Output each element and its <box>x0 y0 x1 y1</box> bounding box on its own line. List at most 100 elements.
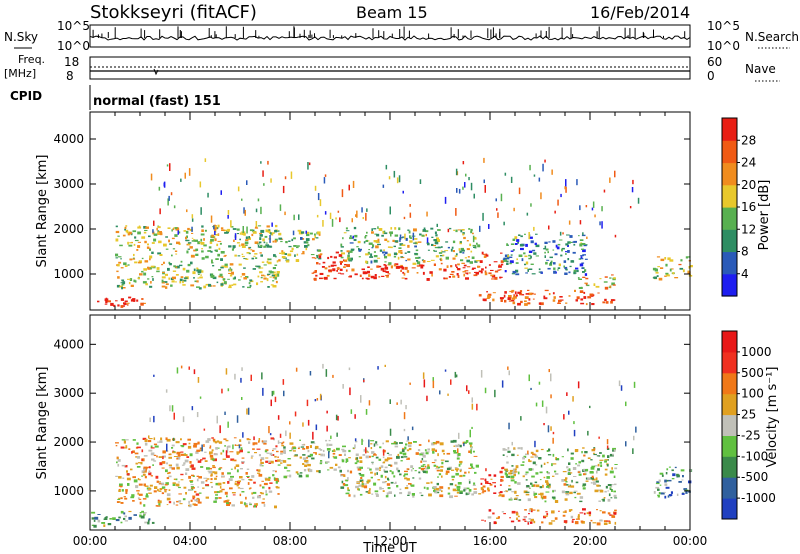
echo-cell <box>368 242 373 245</box>
echo-cell <box>498 495 500 497</box>
echo-cell <box>198 287 202 290</box>
echo-cell <box>97 519 101 523</box>
echo-cell <box>309 232 313 235</box>
echo-cell <box>516 454 519 456</box>
echo-cell <box>289 250 294 253</box>
echo-cell <box>309 371 312 376</box>
echo-cell <box>272 267 276 270</box>
echo-cell <box>156 455 158 458</box>
echo-cell <box>172 248 176 250</box>
echo-cell <box>523 252 526 255</box>
echo-cell <box>515 269 519 273</box>
echo-cell <box>241 367 243 371</box>
echo-cell <box>430 227 434 230</box>
freq-frame <box>89 56 691 80</box>
echo-cell <box>602 301 606 304</box>
echo-cell <box>590 477 594 480</box>
echo-cell <box>440 465 444 468</box>
echo-cell <box>160 437 163 441</box>
echo-cell <box>260 281 263 283</box>
colorbar-swatch <box>722 477 737 499</box>
echo-cell <box>346 492 350 494</box>
echo-cell <box>379 265 382 268</box>
echo-cell <box>141 236 146 239</box>
echo-cell <box>324 211 327 215</box>
echo-cell <box>140 302 144 306</box>
echo-cell <box>128 448 131 450</box>
echo-cell <box>524 296 529 299</box>
echo-cell <box>229 263 234 266</box>
echo-cell <box>543 248 546 250</box>
echo-cell <box>657 488 660 491</box>
echo-cell <box>371 231 374 234</box>
echo-cell <box>240 447 243 451</box>
echo-cell <box>340 243 343 247</box>
echo-cell <box>132 476 136 479</box>
echo-cell <box>530 482 533 485</box>
echo-cell <box>218 247 221 250</box>
echo-cell <box>169 163 171 171</box>
echo-cell <box>573 490 578 492</box>
echo-cell <box>227 278 230 280</box>
echo-cell <box>384 364 386 367</box>
echo-cell <box>484 478 487 482</box>
echo-cell <box>633 381 636 388</box>
echo-cell <box>371 462 374 465</box>
echo-cell <box>547 251 549 254</box>
echo-cell <box>115 445 118 447</box>
echo-cell <box>353 494 356 498</box>
echo-cell <box>375 493 379 495</box>
echo-cell <box>544 255 546 258</box>
echo-cell <box>582 483 587 486</box>
echo-cell <box>466 240 469 242</box>
echo-cell <box>148 470 151 473</box>
echo-cell <box>172 451 176 454</box>
echo-cell <box>211 486 213 488</box>
echo-cell <box>375 444 379 446</box>
echo-cell <box>115 253 119 257</box>
echo-cell <box>297 447 300 450</box>
echo-cell <box>333 449 336 452</box>
echo-cell <box>185 239 190 242</box>
echo-cell <box>587 477 591 480</box>
echo-cell <box>247 451 250 454</box>
echo-cell <box>497 212 499 218</box>
echo-cell <box>403 456 408 458</box>
echo-cell <box>399 492 403 495</box>
echo-cell <box>473 193 475 199</box>
echo-cell <box>273 271 276 274</box>
echo-cell <box>289 421 291 425</box>
echo-cell <box>273 254 276 257</box>
echo-cell <box>223 438 227 440</box>
echo-cell <box>463 441 467 444</box>
echo-cell <box>538 457 542 460</box>
echo-cell <box>496 517 499 519</box>
echo-cell <box>361 207 363 213</box>
echo-cell <box>509 256 513 258</box>
echo-cell <box>268 426 270 434</box>
echo-cell <box>452 257 456 260</box>
echo-cell <box>409 237 412 239</box>
y-tick-label: 2000 <box>53 435 84 449</box>
echo-cell <box>346 459 349 462</box>
echo-cell <box>577 464 581 467</box>
echo-cell <box>166 443 168 452</box>
echo-cell <box>440 262 443 265</box>
echo-cell <box>186 250 189 254</box>
echo-cell <box>340 486 345 489</box>
echo-cell <box>147 440 152 443</box>
echo-cell <box>386 276 389 278</box>
echo-cell <box>316 262 319 265</box>
echo-cell <box>142 437 147 440</box>
echo-cell <box>277 478 279 481</box>
echo-cell <box>216 281 219 284</box>
echo-cell <box>241 198 243 201</box>
echo-cell <box>147 519 150 523</box>
echo-cell <box>311 457 315 460</box>
echo-cell <box>581 248 585 250</box>
echo-cell <box>492 482 496 484</box>
echo-cell <box>188 442 191 445</box>
echo-cell <box>405 259 407 262</box>
x-tick-label: 12:00 <box>373 534 408 548</box>
echo-cell <box>293 455 298 457</box>
